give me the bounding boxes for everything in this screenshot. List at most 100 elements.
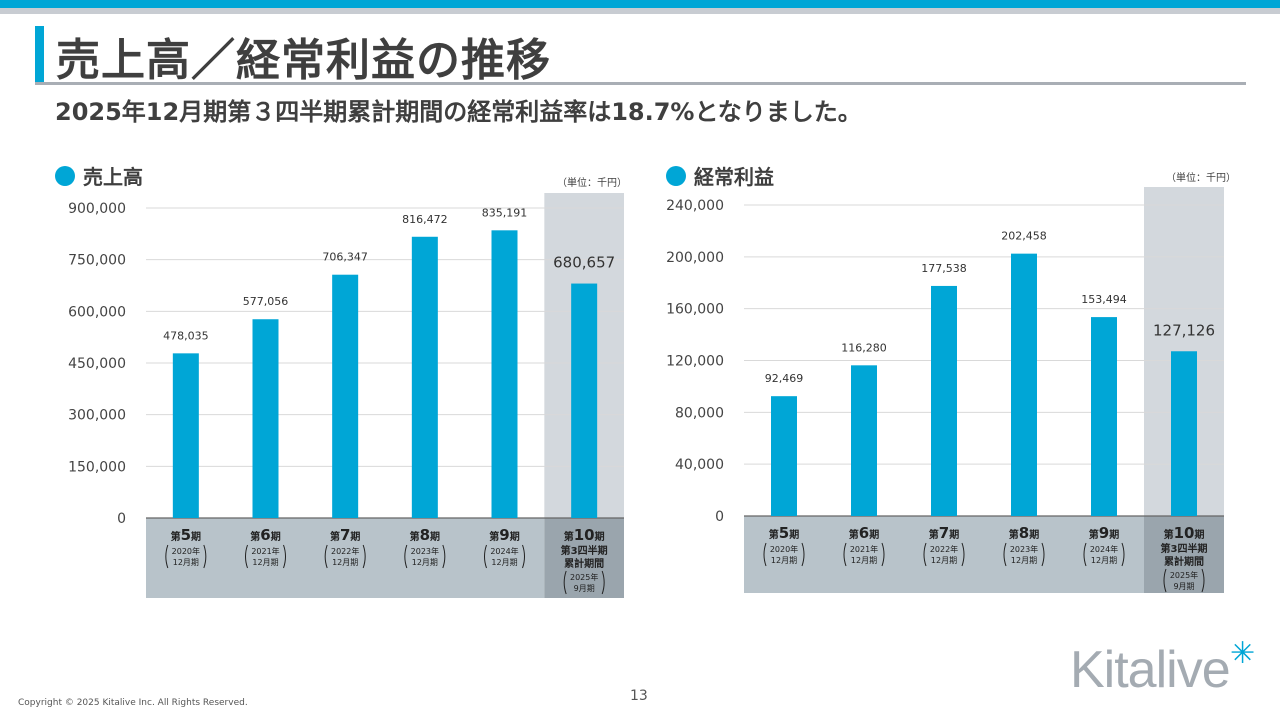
bar-value-label: 202,458 — [1001, 230, 1047, 243]
y-tick-label: 80,000 — [675, 405, 724, 421]
bar-value-label: 478,035 — [163, 329, 209, 342]
y-tick-label: 0 — [715, 509, 724, 525]
copyright-text: Copyright © 2025 Kitalive Inc. All Right… — [18, 698, 248, 708]
profit-chart-header: 経常利益 — [666, 161, 774, 190]
category-period-label: 12月期 — [931, 556, 957, 565]
category-band — [744, 516, 1144, 593]
bracket-left — [324, 544, 328, 569]
category-period-label: 9月期 — [574, 584, 595, 593]
category-label: 第7期 — [330, 526, 360, 544]
bar-value-label: 577,056 — [243, 295, 289, 308]
y-tick-label: 160,000 — [666, 302, 724, 318]
title-accent-block — [35, 26, 44, 82]
y-tick-label: 450,000 — [68, 356, 126, 372]
bracket-left — [843, 542, 847, 567]
bar-value-label: 92,469 — [765, 372, 804, 385]
page-subtitle: 2025年12月期第３四半期累計期間の経常利益率は18.7%となりました。 — [55, 98, 862, 126]
category-label: 第5期 — [769, 524, 799, 542]
bullet-icon — [55, 165, 75, 186]
category-period-label: 12月期 — [412, 558, 438, 567]
bracket-right — [801, 542, 805, 567]
bracket-left — [484, 544, 487, 569]
y-tick-label: 300,000 — [68, 408, 126, 424]
bracket-right — [961, 542, 965, 567]
category-label: 第7期 — [929, 524, 959, 542]
profit-unit-label: （単位：千円） — [1166, 173, 1236, 184]
category-label: 第9期 — [1089, 524, 1119, 542]
bracket-left — [245, 544, 248, 569]
category-period-label: 12月期 — [1091, 556, 1117, 565]
bracket-right — [442, 544, 446, 569]
category-label: 第6期 — [250, 526, 280, 544]
category-label: 第10期 — [1164, 524, 1205, 542]
category-period-label: 12月期 — [1011, 556, 1037, 565]
category-sublabel: 累計期間 — [564, 557, 604, 570]
category-period-label: 12月期 — [252, 558, 278, 567]
bar — [332, 274, 359, 518]
bar — [1171, 351, 1197, 516]
bar — [571, 283, 598, 518]
bar — [1011, 253, 1037, 516]
bar-value-label: 706,347 — [322, 251, 368, 264]
category-sublabel: 第3四半期 — [1161, 542, 1208, 555]
bracket-right — [522, 544, 525, 569]
highlight-category-band — [544, 518, 624, 598]
sales-chart-title: 売上高 — [83, 165, 143, 189]
category-label: 第8期 — [410, 526, 440, 544]
bar — [1091, 317, 1117, 516]
profit-chart-title: 経常利益 — [694, 165, 774, 189]
bracket-right — [1201, 568, 1205, 593]
title-divider — [35, 82, 1246, 85]
category-label: 第9期 — [489, 526, 519, 544]
bracket-right — [362, 544, 366, 569]
y-tick-label: 0 — [117, 511, 126, 527]
bracket-right — [1041, 542, 1045, 567]
logo-mark-icon: ✳ — [1230, 637, 1255, 670]
category-period-label: 2025年 — [1170, 570, 1198, 580]
category-period-label: 2024年 — [490, 546, 518, 556]
y-tick-label: 750,000 — [68, 253, 126, 269]
category-period-label: 12月期 — [173, 558, 199, 567]
bullet-icon — [666, 165, 686, 186]
bar — [411, 236, 438, 518]
bar-value-label: 127,126 — [1153, 321, 1215, 339]
y-tick-label: 40,000 — [675, 457, 724, 473]
y-tick-label: 120,000 — [666, 354, 724, 370]
bar — [771, 396, 797, 516]
category-sublabel: 累計期間 — [1164, 555, 1204, 568]
bar — [491, 230, 518, 518]
logo-text: Kitalive — [1070, 641, 1231, 699]
highlight-category-band — [1144, 516, 1224, 593]
bracket-right — [283, 544, 286, 569]
category-period-label: 12月期 — [771, 556, 797, 565]
y-tick-label: 900,000 — [68, 201, 126, 217]
sales-chart-header: 売上高 — [55, 161, 143, 190]
bar-value-label: 680,657 — [553, 254, 615, 272]
page-number: 13 — [630, 688, 648, 704]
bar-value-label: 116,280 — [841, 341, 887, 354]
category-label: 第10期 — [564, 526, 605, 544]
category-period-label: 2023年 — [411, 546, 439, 556]
bracket-left — [165, 544, 169, 569]
bar — [252, 319, 279, 518]
bar — [172, 353, 199, 518]
category-period-label: 12月期 — [851, 556, 877, 565]
bracket-right — [601, 570, 605, 595]
bar — [851, 365, 877, 516]
bar — [931, 285, 957, 516]
category-period-label: 2023年 — [1010, 544, 1038, 554]
category-period-label: 2024年 — [1090, 544, 1118, 554]
y-tick-label: 150,000 — [68, 459, 126, 475]
category-period-label: 2022年 — [331, 546, 359, 556]
category-period-label: 12月期 — [491, 558, 517, 567]
bracket-left — [563, 570, 567, 595]
bar-value-label: 177,538 — [921, 262, 967, 275]
bracket-left — [404, 544, 408, 569]
bracket-left — [923, 542, 927, 567]
category-period-label: 2025年 — [570, 572, 598, 582]
top-accent-bar — [0, 0, 1280, 8]
category-label: 第6期 — [849, 524, 879, 542]
category-period-label: 2020年 — [770, 544, 798, 554]
bracket-right — [881, 542, 885, 567]
